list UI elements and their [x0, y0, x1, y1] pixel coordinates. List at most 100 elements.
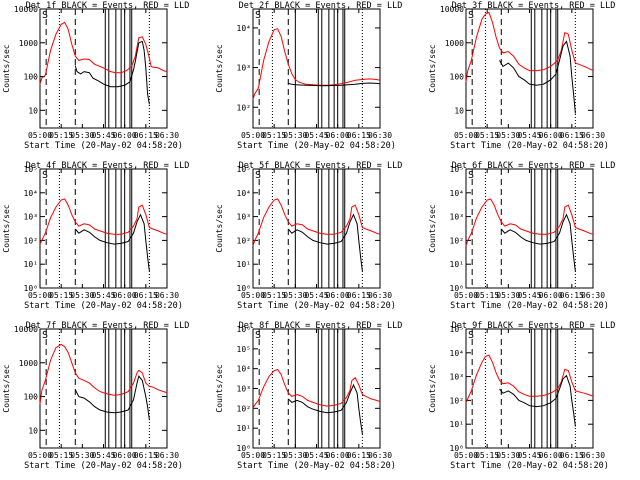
detector-panel: Det 6f BLACK = Events, RED = LLDS05:0005… [428, 161, 615, 311]
y-tick-label: 10² [450, 236, 464, 245]
events-series-line [74, 375, 150, 421]
y-tick-label: 10⁴ [450, 349, 464, 358]
plot-frame [465, 8, 594, 129]
y-tick-label: 10² [237, 236, 251, 245]
x-tick-label: 05:45 [91, 451, 115, 460]
y-tick-label: 10⁵ [450, 325, 464, 334]
y-tick-label: 10⁵ [24, 165, 38, 174]
events-series-line [287, 213, 363, 272]
y-tick-label: 10⁴ [237, 24, 251, 33]
y-tick-label: 10 [454, 106, 464, 115]
events-series-line [287, 383, 363, 435]
x-tick-label: 06:15 [134, 131, 158, 140]
x-tick-label: 06:30 [155, 291, 179, 300]
flag-label: S [468, 170, 474, 181]
events-series-line [499, 40, 576, 114]
x-tick-label: 05:00 [28, 291, 52, 300]
x-tick-label: 05:45 [517, 451, 541, 460]
y-tick-label: 10⁰ [24, 284, 38, 293]
x-tick-label: 05:00 [241, 451, 265, 460]
x-tick-label: 06:15 [134, 451, 158, 460]
lld-series-line [465, 11, 594, 82]
y-axis-label: Counts/sec [2, 364, 11, 412]
x-tick-label: 05:00 [241, 291, 265, 300]
lld-series-line [252, 198, 381, 246]
x-tick-label: 06:00 [539, 451, 563, 460]
x-tick-label: 05:00 [28, 131, 52, 140]
y-tick-label: 10⁴ [237, 189, 251, 198]
x-tick-label: 06:00 [326, 291, 350, 300]
y-tick-label: 10¹ [450, 420, 464, 429]
flag-label: S [255, 170, 261, 181]
y-axis-label: Counts/sec [428, 364, 437, 412]
y-axis-label: Counts/sec [428, 44, 437, 92]
x-tick-label: 06:30 [368, 131, 392, 140]
y-tick-label: 10³ [450, 213, 464, 222]
x-tick-label: 06:15 [347, 131, 371, 140]
x-tick-label: 05:15 [262, 451, 286, 460]
x-tick-label: 06:30 [155, 451, 179, 460]
plot-frame [252, 328, 381, 449]
y-tick-label: 10² [24, 236, 38, 245]
flag-label: S [255, 10, 261, 21]
x-tick-label: 06:15 [560, 291, 584, 300]
events-series-line [500, 213, 576, 272]
y-tick-label: 10² [237, 404, 251, 413]
lld-series-line [465, 198, 594, 246]
y-axis-label: Counts/sec [215, 364, 224, 412]
x-tick-label: 06:15 [560, 131, 584, 140]
x-tick-label: 06:30 [581, 131, 605, 140]
x-tick-label: 06:30 [581, 451, 605, 460]
detector-panel: Det 8f BLACK = Events, RED = LLDS05:0005… [215, 321, 402, 471]
panel-title: Det 3f BLACK = Events, RED = LLD [452, 1, 616, 11]
y-tick-label: 100 [24, 73, 39, 82]
y-axis-label: Counts/sec [215, 44, 224, 92]
y-tick-label: 10⁴ [24, 189, 38, 198]
y-tick-label: 10⁰ [237, 284, 251, 293]
x-tick-label: 05:30 [283, 291, 307, 300]
x-tick-label: 06:30 [368, 291, 392, 300]
flag-label: S [42, 330, 48, 341]
y-tick-label: 1000 [19, 359, 38, 368]
events-series-line [288, 82, 381, 87]
panel-title: Det 2f BLACK = Events, RED = LLD [239, 1, 403, 11]
y-tick-label: 10³ [237, 64, 251, 73]
events-series-line [74, 40, 150, 105]
x-tick-label: 05:00 [454, 131, 478, 140]
y-tick-label: 10³ [24, 213, 38, 222]
x-tick-label: 05:45 [304, 451, 328, 460]
y-tick-label: 10³ [237, 213, 251, 222]
y-tick-label: 10⁶ [237, 325, 251, 334]
lld-series-line [39, 21, 168, 85]
x-tick-label: 05:45 [91, 291, 115, 300]
x-tick-label: 05:00 [241, 131, 265, 140]
y-tick-label: 100 [450, 73, 465, 82]
y-axis-label: Counts/sec [2, 204, 11, 252]
plot-frame [252, 8, 381, 129]
y-tick-label: 10 [28, 426, 38, 435]
x-axis-label: Start Time (20-May-02 04:58:20) [24, 301, 183, 311]
detector-panel: Det 3f BLACK = Events, RED = LLDS05:0005… [428, 1, 615, 151]
y-axis-label: Counts/sec [2, 44, 11, 92]
x-tick-label: 05:00 [454, 451, 478, 460]
y-tick-label: 10¹ [237, 260, 251, 269]
x-tick-label: 05:45 [517, 291, 541, 300]
panel-title: Det 4f BLACK = Events, RED = LLD [26, 161, 190, 171]
x-tick-label: 06:15 [560, 451, 584, 460]
x-tick-label: 06:30 [581, 291, 605, 300]
x-tick-label: 06:00 [326, 131, 350, 140]
x-tick-label: 06:00 [113, 291, 137, 300]
x-tick-label: 05:45 [517, 131, 541, 140]
y-tick-label: 10000 [14, 325, 38, 334]
x-axis-label: Start Time (20-May-02 04:58:20) [237, 461, 396, 471]
events-series-line [499, 374, 576, 427]
x-tick-label: 06:15 [134, 291, 158, 300]
detector-panel: Det 9f BLACK = Events, RED = LLDS05:0005… [428, 321, 615, 471]
x-tick-label: 05:45 [304, 291, 328, 300]
x-tick-label: 05:30 [496, 451, 520, 460]
x-axis-label: Start Time (20-May-02 04:58:20) [450, 141, 609, 151]
x-tick-label: 05:15 [475, 131, 499, 140]
x-tick-label: 05:15 [262, 291, 286, 300]
y-tick-label: 10⁰ [450, 284, 464, 293]
